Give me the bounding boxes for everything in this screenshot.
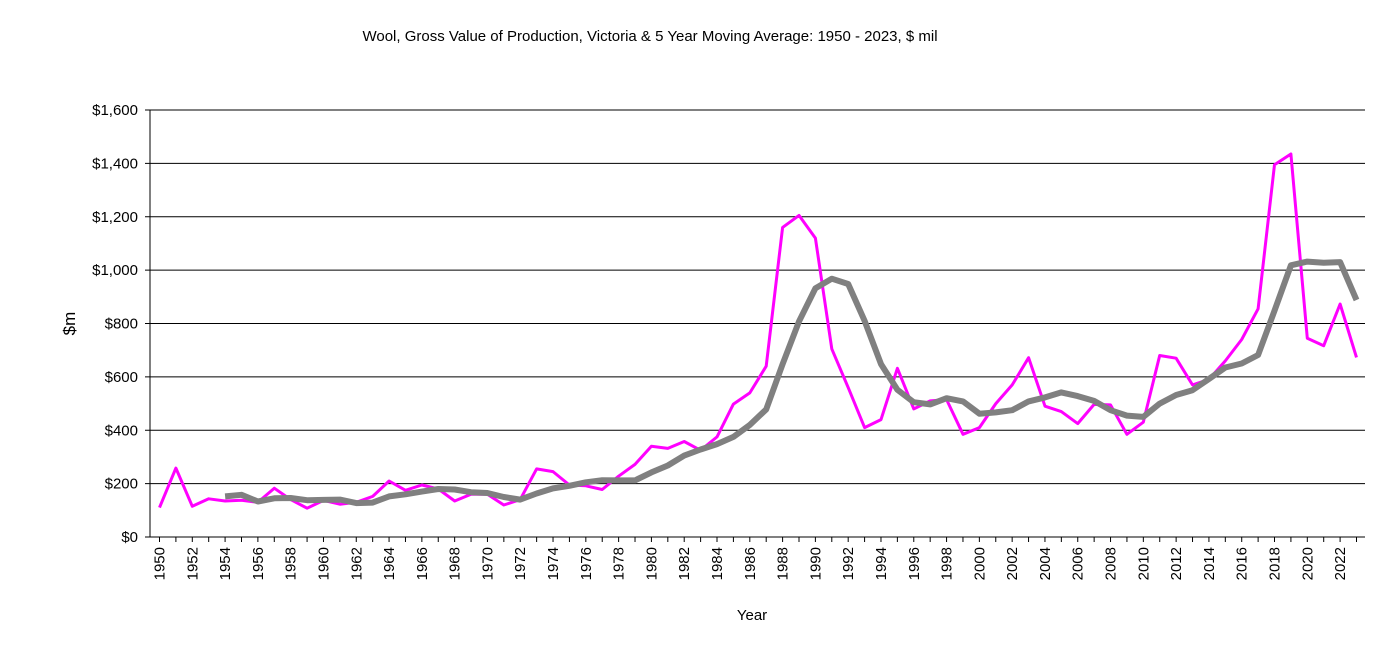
y-tick-label: $1,000 bbox=[92, 262, 138, 279]
chart-title: Wool, Gross Value of Production, Victori… bbox=[362, 28, 938, 45]
x-tick-label: 1980 bbox=[643, 547, 660, 580]
x-tick-label: 1988 bbox=[775, 547, 792, 580]
x-tick-label: 1958 bbox=[283, 547, 300, 580]
x-tick-label: 1954 bbox=[217, 547, 234, 580]
series-line-2 bbox=[224, 258, 1360, 507]
x-tick-label: 2000 bbox=[971, 547, 988, 580]
y-tick-label: $200 bbox=[105, 476, 138, 493]
x-tick-label: 1960 bbox=[315, 547, 332, 580]
y-tick-label: $1,400 bbox=[92, 155, 138, 172]
x-tick-label: 1982 bbox=[676, 547, 693, 580]
x-tick-label: 1990 bbox=[807, 547, 824, 580]
series-layer bbox=[158, 152, 1360, 510]
x-tick-label: 1962 bbox=[348, 547, 365, 580]
x-tick-label: 1996 bbox=[906, 547, 923, 580]
x-tick-label: 1966 bbox=[414, 547, 431, 580]
y-axis-ticks: $0 $200 $400 $600 $800 $1,000 $1,200 $1,400 $1,6… bbox=[92, 102, 150, 546]
x-tick-label: 1956 bbox=[250, 547, 267, 580]
x-tick-label: 2008 bbox=[1103, 547, 1120, 580]
series-line-1 bbox=[158, 152, 1358, 510]
y-tick-label: $400 bbox=[105, 422, 138, 439]
x-tick-label: 1986 bbox=[742, 547, 759, 580]
x-axis-title: Year bbox=[737, 607, 767, 624]
x-tick-label: 1970 bbox=[479, 547, 496, 580]
y-tick-label: $1,200 bbox=[92, 209, 138, 226]
y-tick-label: $1,600 bbox=[92, 102, 138, 119]
y-tick-label: $0 bbox=[121, 529, 138, 546]
gridlines bbox=[150, 109, 1365, 485]
y-axis-title: $m bbox=[60, 312, 79, 336]
x-tick-label: 1978 bbox=[611, 547, 628, 580]
x-tick-label: 2018 bbox=[1267, 547, 1284, 580]
x-tick-label: 2004 bbox=[1037, 547, 1054, 580]
x-tick-label: 1994 bbox=[873, 547, 890, 580]
x-tick-label: 2010 bbox=[1135, 547, 1152, 580]
x-tick-label: 2014 bbox=[1201, 547, 1218, 580]
y-tick-label: $600 bbox=[105, 369, 138, 386]
x-tick-label: 2012 bbox=[1168, 547, 1185, 580]
x-tick-label: 1972 bbox=[512, 547, 529, 580]
x-tick-label: 2022 bbox=[1332, 547, 1349, 580]
x-tick-label: 1968 bbox=[447, 547, 464, 580]
x-tick-label: 2016 bbox=[1234, 547, 1251, 580]
x-tick-label: 2002 bbox=[1004, 547, 1021, 580]
x-tick-label: 1992 bbox=[840, 547, 857, 580]
x-tick-label: 2020 bbox=[1299, 547, 1316, 580]
x-tick-label: 2006 bbox=[1070, 547, 1087, 580]
x-axis-ticks: 1950 1952 1954 1956 1958 1960 1962 1964 1966 1968… bbox=[152, 537, 1357, 580]
x-tick-label: 1984 bbox=[709, 547, 726, 580]
x-tick-label: 1952 bbox=[184, 547, 201, 580]
x-tick-label: 1974 bbox=[545, 547, 562, 580]
x-tick-label: 1950 bbox=[152, 547, 169, 580]
x-tick-label: 1998 bbox=[939, 547, 956, 580]
x-tick-label: 1964 bbox=[381, 547, 398, 580]
x-tick-label: 1976 bbox=[578, 547, 595, 580]
y-tick-label: $800 bbox=[105, 316, 138, 333]
